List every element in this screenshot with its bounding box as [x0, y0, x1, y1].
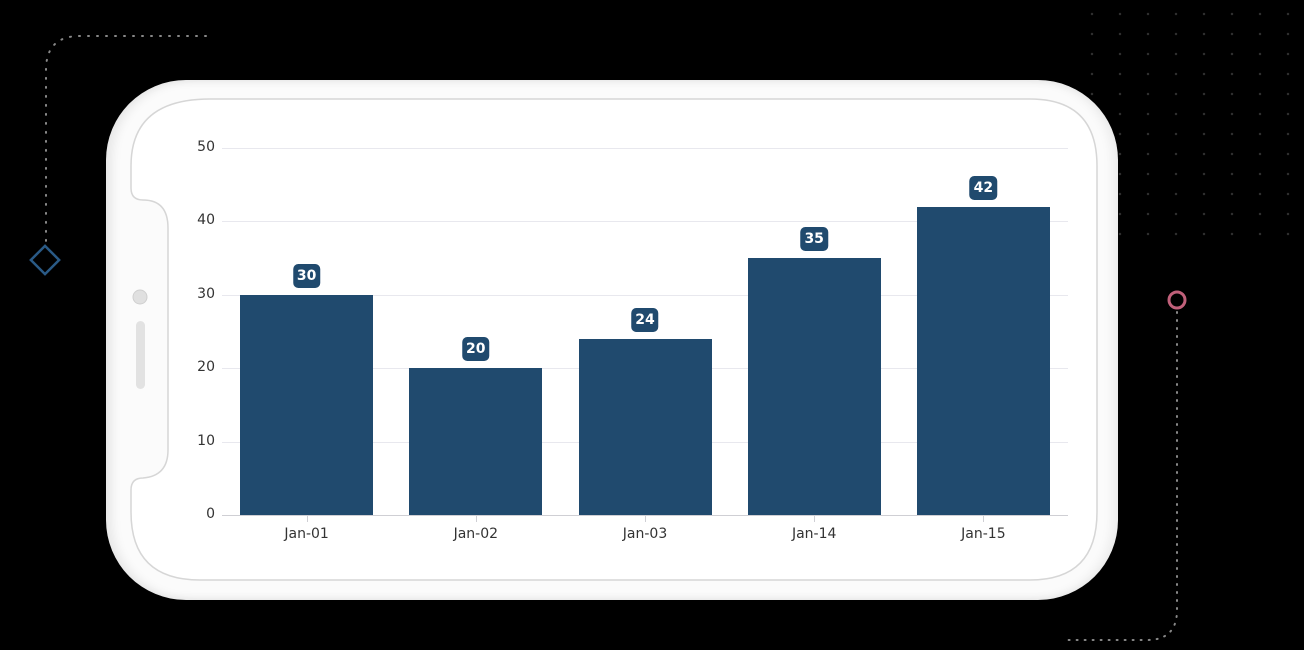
- gridline: [222, 148, 1068, 149]
- bar-jan-02[interactable]: [409, 368, 543, 515]
- bar-jan-01[interactable]: [240, 294, 374, 515]
- data-label: 42: [969, 175, 998, 200]
- x-axis-tick-label: Jan-01: [284, 526, 329, 542]
- x-axis-line: [222, 515, 1068, 516]
- data-label: 30: [292, 263, 321, 288]
- y-axis-tick-label: 10: [197, 432, 215, 449]
- x-axis-tick-label: Jan-14: [791, 526, 837, 542]
- speaker-slot: [136, 321, 145, 389]
- y-axis-tick-label: 30: [197, 285, 215, 302]
- x-axis-tick-label: Jan-03: [622, 526, 668, 542]
- ring-icon: [1167, 290, 1187, 310]
- x-tick-mark: [306, 516, 308, 522]
- x-axis-tick-label: Jan-15: [961, 526, 1006, 542]
- camera-dot: [132, 289, 148, 305]
- bar-jan-14[interactable]: [747, 258, 881, 515]
- gridline: [222, 294, 1068, 296]
- y-axis-tick-label: 0: [206, 506, 215, 522]
- gridline: [222, 221, 1068, 223]
- x-axis-tick-label: Jan-02: [453, 526, 499, 542]
- data-label: 24: [631, 307, 659, 332]
- x-tick-mark: [645, 516, 646, 522]
- data-label: 20: [462, 337, 490, 362]
- y-axis-tick-label: 40: [197, 212, 215, 229]
- y-axis-tick-label: 50: [197, 139, 215, 155]
- y-axis-tick-label: 20: [197, 359, 215, 376]
- x-tick-mark: [475, 516, 477, 522]
- x-tick-mark: [814, 516, 816, 522]
- x-tick-mark: [983, 516, 985, 522]
- diamond-icon: [29, 244, 61, 276]
- data-label: 35: [800, 227, 828, 252]
- bar-jan-15[interactable]: [916, 206, 1050, 515]
- bar-jan-03[interactable]: [578, 338, 712, 515]
